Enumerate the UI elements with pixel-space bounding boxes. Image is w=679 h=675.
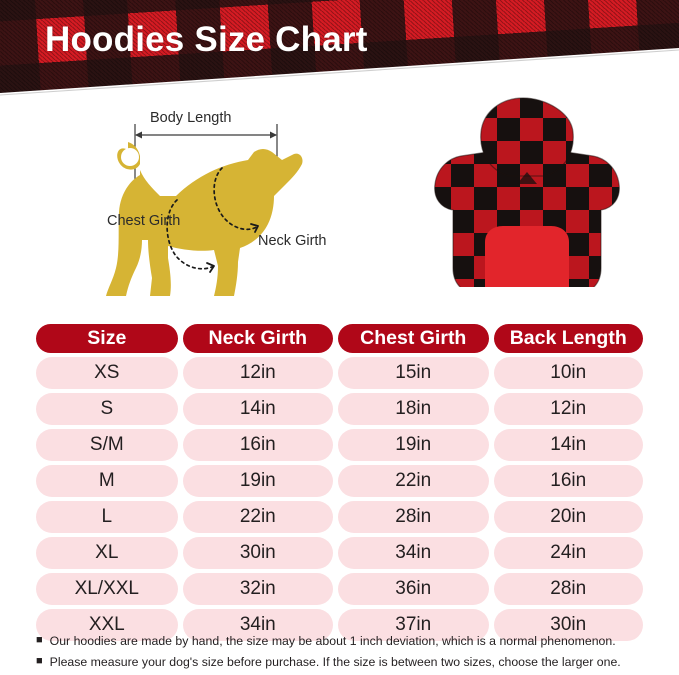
cell-back-length: 20in	[493, 501, 643, 533]
table-row: S 14in 18in 12in	[36, 393, 643, 425]
table-row: S/M 16in 19in 14in	[36, 429, 643, 461]
chest-girth-label: Chest Girth	[107, 213, 181, 229]
dog-diagram	[106, 124, 303, 296]
column-header-back-length: Back Length	[493, 324, 643, 353]
hoodie-pocket	[485, 226, 569, 287]
dog-silhouette	[106, 142, 303, 296]
cell-chest-girth: 15in	[338, 357, 489, 389]
cell-size: S/M	[36, 429, 178, 461]
cell-chest-girth: 37in	[338, 609, 489, 641]
cell-size: L	[36, 501, 178, 533]
hoodie-hood	[480, 98, 574, 176]
cell-size: XL/XXL	[36, 573, 178, 605]
table-row: XL/XXL 32in 36in 28in	[36, 573, 643, 605]
neck-girth-line	[213, 167, 259, 233]
cell-size: XXL	[36, 609, 178, 641]
cell-chest-girth: 36in	[338, 573, 489, 605]
cell-neck-girth: 32in	[182, 573, 334, 605]
table-row: M 19in 22in 16in	[36, 465, 643, 497]
footnotes: ■ Our hoodies are made by hand, the size…	[36, 633, 651, 675]
cell-neck-girth: 34in	[182, 609, 334, 641]
cell-size: XL	[36, 537, 178, 569]
cell-back-length: 10in	[493, 357, 643, 389]
footnote-item: ■ Please measure your dog's size before …	[36, 654, 651, 672]
cell-back-length: 24in	[493, 537, 643, 569]
column-header-chest-girth: Chest Girth	[338, 324, 489, 353]
measurement-diagram: Body Length Chest Girth Neck Girth	[0, 97, 679, 315]
cell-chest-girth: 22in	[338, 465, 489, 497]
cell-chest-girth: 19in	[338, 429, 489, 461]
cell-back-length: 28in	[493, 573, 643, 605]
header-banner: Hoodies Size Chart	[0, 0, 679, 100]
cell-back-length: 30in	[493, 609, 643, 641]
size-chart-table: Size Neck Girth Chest Girth Back Length …	[36, 324, 643, 645]
column-header-neck-girth: Neck Girth	[182, 324, 334, 353]
cell-size: S	[36, 393, 178, 425]
cell-chest-girth: 28in	[338, 501, 489, 533]
footnote-text: Please measure your dog's size before pu…	[49, 654, 621, 669]
cell-chest-girth: 18in	[338, 393, 489, 425]
cell-neck-girth: 22in	[182, 501, 334, 533]
bullet-icon: ■	[36, 634, 43, 646]
page-title: Hoodies Size Chart	[45, 20, 368, 59]
bullet-icon: ■	[36, 654, 43, 667]
table-row: XL 30in 34in 24in	[36, 537, 643, 569]
table-row: L 22in 28in 20in	[36, 501, 643, 533]
body-length-label: Body Length	[150, 110, 232, 126]
column-header-size: Size	[36, 324, 178, 353]
hoodie-illustration	[434, 97, 620, 287]
cell-neck-girth: 16in	[182, 429, 334, 461]
chest-girth-line	[166, 199, 215, 273]
table-row: XS 12in 15in 10in	[36, 357, 643, 389]
table-header-row: Size Neck Girth Chest Girth Back Length	[36, 324, 643, 353]
cell-size: M	[36, 465, 178, 497]
cell-neck-girth: 19in	[182, 465, 334, 497]
footnote-item: ■ Our hoodies are made by hand, the size…	[36, 633, 651, 651]
cell-neck-girth: 30in	[182, 537, 334, 569]
cell-neck-girth: 12in	[182, 357, 334, 389]
cell-neck-girth: 14in	[182, 393, 334, 425]
cell-back-length: 12in	[493, 393, 643, 425]
cell-back-length: 14in	[493, 429, 643, 461]
neck-girth-label: Neck Girth	[258, 233, 327, 249]
cell-back-length: 16in	[493, 465, 643, 497]
cell-size: XS	[36, 357, 178, 389]
footnote-text: Our hoodies are made by hand, the size m…	[49, 634, 616, 648]
cell-chest-girth: 34in	[338, 537, 489, 569]
table-row: XXL 34in 37in 30in	[36, 609, 643, 641]
